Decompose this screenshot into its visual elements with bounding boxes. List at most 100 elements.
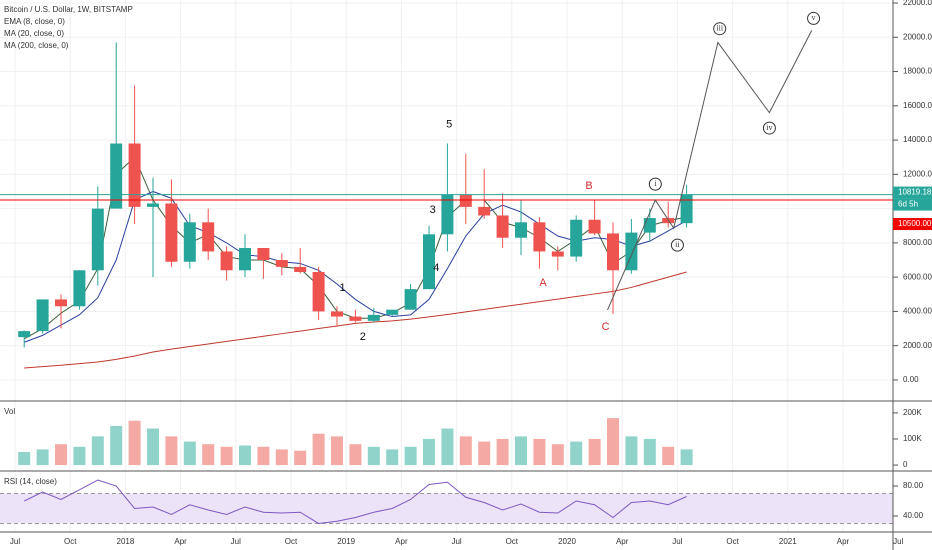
y-tick-label: 14000.00: [903, 135, 932, 144]
x-tick-label: Apr: [837, 537, 850, 546]
wave-circle: [762, 121, 776, 135]
candle-body: [496, 215, 509, 238]
volume-bar: [441, 428, 454, 466]
volume-bar: [128, 420, 141, 466]
volume-bar: [349, 444, 362, 466]
wave-label: ii: [675, 240, 680, 249]
candle-body: [275, 260, 288, 267]
y-tick-label: 0.00: [903, 375, 919, 384]
candle-body: [404, 289, 417, 310]
candle-body: [607, 233, 619, 271]
countdown: 6d 5h: [898, 200, 918, 209]
y-tick-label: 200K: [903, 408, 922, 417]
x-tick-label: 2018: [117, 537, 135, 546]
volume-bar: [73, 446, 86, 466]
pane-title: RSI (14, close): [4, 477, 57, 486]
volume-bar: [55, 444, 67, 466]
y-tick-label: 20000.00: [903, 32, 932, 41]
candle-body: [331, 311, 343, 317]
volume-bar: [570, 441, 583, 466]
candle-body: [515, 222, 527, 238]
wave-label: i: [654, 179, 657, 188]
volume-bar: [588, 438, 601, 466]
candle-body: [441, 194, 454, 235]
volume-bar: [312, 433, 325, 466]
y-tick-label: 80.00: [903, 481, 924, 490]
x-tick-label: Jul: [231, 537, 241, 546]
legend-entry: MA (20, close, 0): [4, 29, 64, 38]
candle-body: [36, 299, 49, 332]
y-tick-label: 18000.00: [903, 67, 932, 76]
candle-body: [459, 194, 472, 207]
moving-average: [24, 271, 687, 369]
candle-body: [202, 222, 215, 252]
volume-bar: [680, 449, 693, 466]
y-tick-label: 2000.00: [903, 341, 932, 350]
volume-bar: [625, 436, 638, 466]
price-label-bg: [893, 218, 932, 231]
volume-bar: [533, 438, 546, 466]
x-tick-label: Apr: [174, 537, 187, 546]
volume-bar: [496, 438, 509, 466]
wave-label: A: [539, 277, 547, 289]
volume-bar: [202, 444, 215, 466]
x-tick-label: Apr: [395, 537, 408, 546]
candle-body: [367, 314, 380, 321]
y-tick-label: 40.00: [903, 511, 924, 520]
wave-label: 5: [446, 119, 452, 131]
volume-bar: [294, 450, 307, 466]
volume-bar: [478, 441, 491, 466]
wave-label: 4: [433, 262, 439, 274]
x-tick-label: Oct: [726, 537, 739, 546]
candle-body: [220, 251, 233, 271]
wave-label: iv: [766, 123, 772, 132]
wave-label: B: [585, 180, 592, 192]
volume-bar: [459, 436, 472, 466]
wave-label: iii: [716, 24, 723, 33]
wave-projection: [607, 30, 813, 311]
volume-bar: [643, 438, 656, 466]
candle-body: [570, 219, 583, 257]
candle-body: [588, 219, 601, 234]
candle-body: [18, 331, 31, 338]
rsi-band: [0, 493, 893, 524]
legend-entry: MA (200, close, 0): [4, 41, 69, 50]
pane-title: Vol: [4, 407, 15, 416]
y-tick-label: 4000.00: [903, 307, 932, 316]
candle-body: [386, 309, 399, 315]
candle-body: [165, 203, 178, 262]
volume-bar: [404, 446, 417, 466]
rsi-line: [23, 479, 687, 524]
candle-body: [551, 251, 564, 257]
volume-bar: [239, 445, 251, 466]
candle-body: [183, 222, 196, 262]
wave-label: 3: [430, 204, 436, 216]
volume-bar: [367, 446, 380, 466]
volume-bar: [110, 425, 123, 466]
x-tick-label: Oct: [285, 537, 298, 546]
volume-bar: [220, 446, 233, 466]
candle-body: [294, 266, 307, 273]
x-tick-label: 2020: [558, 537, 576, 546]
wave-circle: [670, 238, 684, 252]
candle-body: [73, 270, 86, 307]
wave-circle: [648, 177, 662, 191]
x-tick-label: 2019: [337, 537, 355, 546]
x-tick-label: 2021: [779, 537, 797, 546]
x-tick-label: Jul: [893, 537, 903, 546]
x-tick-label: Apr: [616, 537, 629, 546]
wave-circle: [807, 11, 821, 25]
candle-body: [110, 143, 123, 209]
x-tick-label: Jul: [672, 537, 682, 546]
volume-bar: [607, 418, 619, 466]
x-tick-label: Oct: [64, 537, 77, 546]
volume-bar: [257, 446, 270, 466]
candle-body: [91, 208, 104, 271]
volume-bar: [183, 441, 196, 466]
price-label-bg: [893, 186, 932, 199]
volume-bar: [165, 436, 178, 466]
candle-body: [423, 234, 435, 290]
y-tick-label: 22000.00: [903, 0, 932, 7]
